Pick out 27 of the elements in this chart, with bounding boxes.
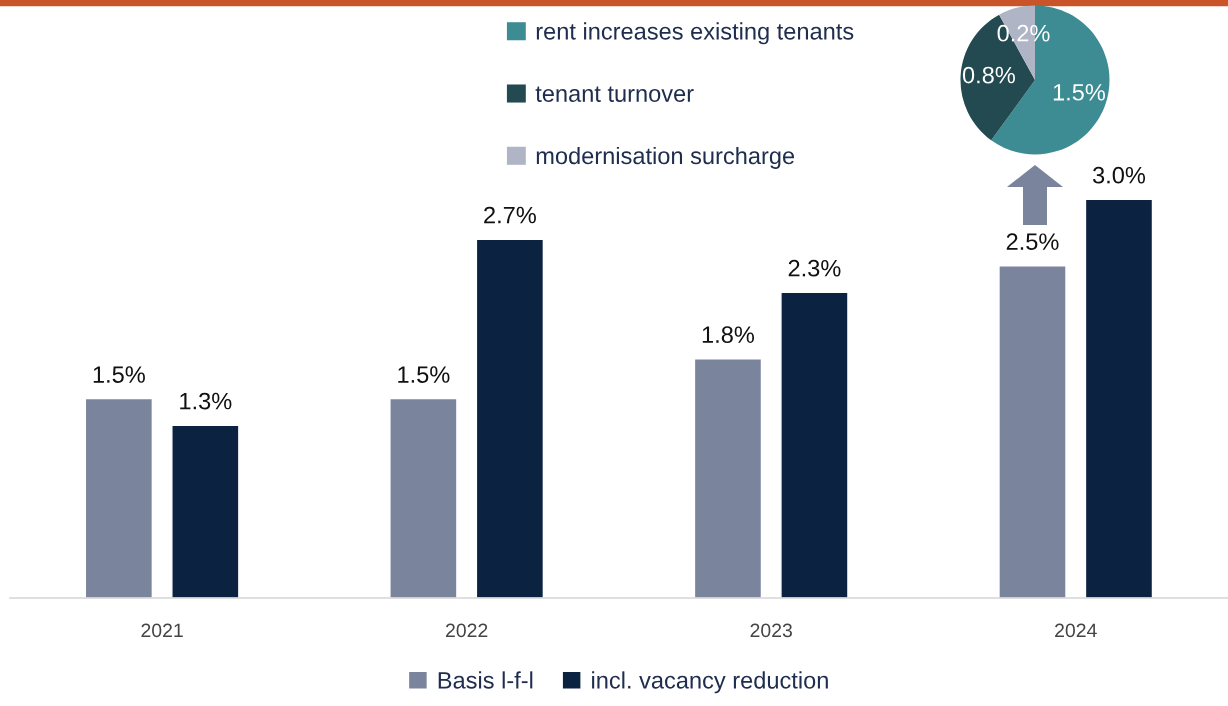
legend-label: modernisation surcharge	[536, 146, 795, 169]
bar	[1084, 198, 1154, 598]
x-tick-label: 2023	[750, 623, 792, 638]
data-label: 1.5%	[93, 366, 145, 383]
bar	[389, 397, 458, 598]
data-label: 2.3%	[788, 259, 841, 277]
data-label: 1.5%	[398, 366, 450, 383]
x-tick-label: 2022	[445, 623, 488, 638]
x-tick-label: 2021	[141, 623, 183, 638]
data-label: 3.0%	[1092, 166, 1146, 184]
bar	[693, 358, 763, 598]
data-label: 2.5%	[1006, 233, 1059, 250]
legend-label: Basis l-f-l	[438, 671, 533, 689]
data-label: 2.7%	[484, 206, 536, 224]
data-label: 1.3%	[180, 392, 232, 410]
bar	[475, 238, 545, 598]
bar	[84, 397, 154, 598]
data-label: 0.8%	[962, 66, 1015, 84]
legend-label: incl. vacancy reduction	[592, 671, 828, 694]
x-tick-label: 2024	[1055, 623, 1097, 638]
bar	[171, 424, 240, 598]
legend-label: tenant turnover	[535, 86, 694, 102]
legend-label: rent increases existing tenants	[536, 22, 854, 45]
data-label: 1.8%	[702, 326, 755, 344]
data-label: 1.5%	[1053, 84, 1105, 101]
bar	[780, 291, 849, 598]
bar	[998, 265, 1067, 598]
